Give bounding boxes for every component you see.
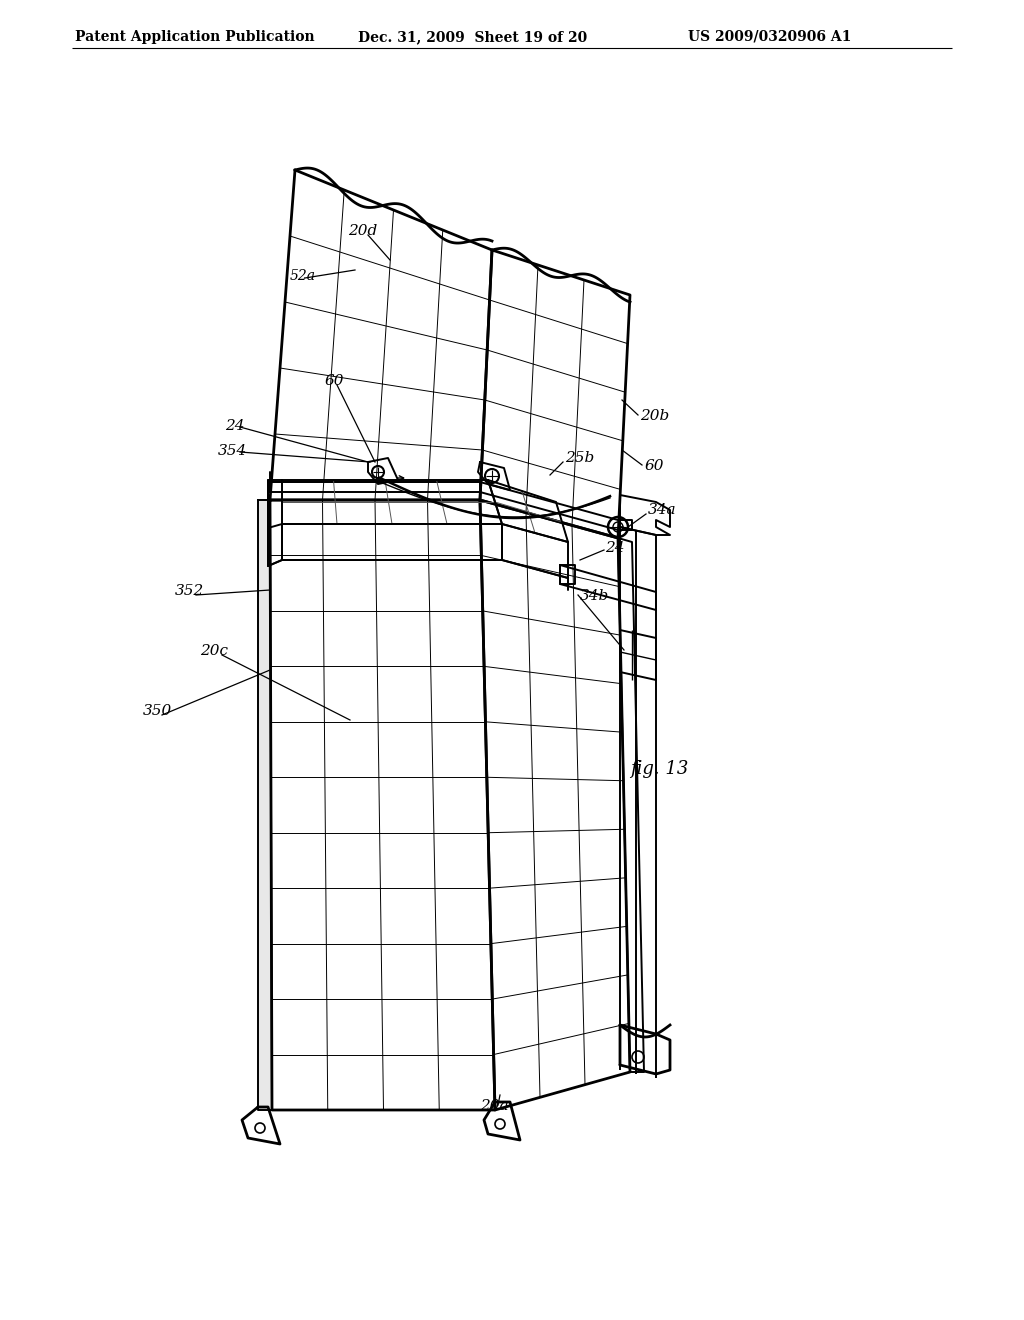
Text: 352: 352 bbox=[175, 583, 204, 598]
Polygon shape bbox=[258, 500, 272, 1110]
Text: 60: 60 bbox=[325, 374, 344, 388]
Text: 60: 60 bbox=[645, 459, 665, 473]
Text: 34b: 34b bbox=[580, 589, 609, 603]
Text: 20d: 20d bbox=[348, 224, 377, 238]
Text: 350: 350 bbox=[143, 704, 172, 718]
Text: 354: 354 bbox=[218, 444, 247, 458]
Text: fig. 13: fig. 13 bbox=[630, 760, 688, 777]
Text: 52a: 52a bbox=[290, 269, 316, 282]
Text: Dec. 31, 2009  Sheet 19 of 20: Dec. 31, 2009 Sheet 19 of 20 bbox=[358, 30, 587, 44]
Text: Patent Application Publication: Patent Application Publication bbox=[75, 30, 314, 44]
Text: 24: 24 bbox=[605, 541, 625, 554]
Text: 34a: 34a bbox=[648, 503, 677, 517]
Text: 20c: 20c bbox=[200, 644, 228, 657]
Text: 20b: 20b bbox=[640, 409, 670, 422]
Text: 25b: 25b bbox=[565, 451, 594, 465]
Text: US 2009/0320906 A1: US 2009/0320906 A1 bbox=[688, 30, 851, 44]
Text: 24: 24 bbox=[225, 418, 245, 433]
Text: 20a: 20a bbox=[480, 1100, 509, 1113]
